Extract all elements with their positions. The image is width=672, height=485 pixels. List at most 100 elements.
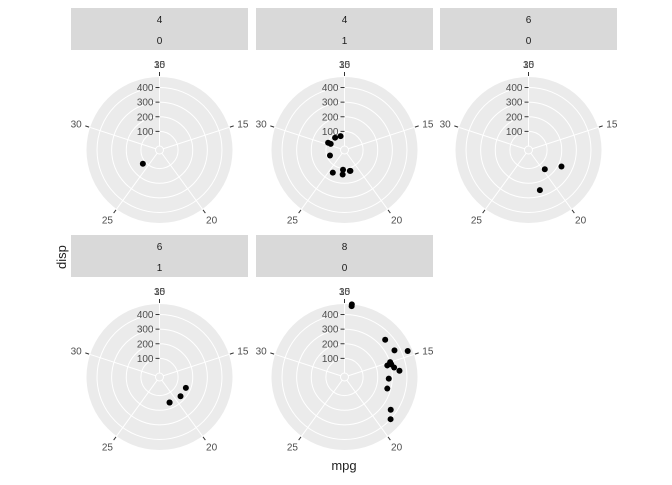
theta-axis-tick <box>114 210 116 213</box>
theta-axis-tick <box>415 353 419 354</box>
facet-strip-label: 0 <box>342 263 348 274</box>
theta-axis-tick-label: 20 <box>391 216 403 227</box>
theta-axis-tick-label: 30 <box>256 119 268 130</box>
theta-axis-tick-label: 20 <box>206 443 218 454</box>
facet-strip-label: 1 <box>157 263 163 274</box>
theta-axis-tick-label: 35 <box>339 60 351 71</box>
theta-axis-tick-label: 25 <box>287 216 299 227</box>
facet-strip-label: 6 <box>157 242 163 253</box>
data-point <box>388 407 394 413</box>
data-point <box>178 393 184 399</box>
theta-axis-tick-label: 20 <box>391 443 403 454</box>
theta-axis-tick-label: 25 <box>102 443 114 454</box>
facet-strip-label: 6 <box>526 15 532 26</box>
r-axis-tick-label: 100 <box>137 127 154 138</box>
theta-axis-tick-label: 15 <box>237 119 249 130</box>
theta-axis-tick <box>85 353 89 354</box>
data-point <box>391 347 397 353</box>
data-point <box>558 164 564 170</box>
theta-axis-tick-label: 25 <box>287 443 299 454</box>
theta-axis-tick-label: 20 <box>575 216 587 227</box>
theta-axis-tick <box>85 126 89 127</box>
theta-axis-tick-label: 30 <box>440 119 452 130</box>
facet-strip-label: 4 <box>342 15 348 26</box>
r-axis-tick-label: 400 <box>322 83 339 94</box>
r-axis-tick-label: 300 <box>322 98 339 109</box>
data-point <box>347 168 353 174</box>
data-point <box>382 337 388 343</box>
theta-axis-tick <box>388 437 390 440</box>
r-axis-tick-label: 100 <box>322 354 339 365</box>
data-point <box>349 303 355 309</box>
theta-axis-tick <box>270 126 274 127</box>
theta-axis-tick-label: 35 <box>339 287 351 298</box>
theta-axis-tick <box>572 210 574 213</box>
theta-axis-tick-label: 30 <box>71 119 83 130</box>
theta-axis-tick <box>483 210 485 213</box>
r-axis-tick-label: 300 <box>137 325 154 336</box>
facet-strip-label: 1 <box>342 36 348 47</box>
data-point <box>325 140 331 146</box>
data-point <box>332 135 338 141</box>
theta-axis-tick <box>270 353 274 354</box>
data-point <box>387 359 393 365</box>
theta-axis-tick <box>203 437 205 440</box>
data-point <box>330 170 336 176</box>
data-point <box>327 153 333 159</box>
facet-strip-label: 0 <box>157 36 163 47</box>
theta-axis-tick-label: 30 <box>256 346 268 357</box>
theta-axis-tick <box>388 210 390 213</box>
theta-axis-tick <box>454 126 458 127</box>
theta-axis-tick <box>203 210 205 213</box>
data-point <box>183 385 189 391</box>
r-axis-tick-label: 300 <box>137 98 154 109</box>
data-point <box>537 187 543 193</box>
theta-axis-tick-label: 15 <box>422 346 434 357</box>
r-axis-tick-label: 200 <box>506 112 523 123</box>
theta-axis-tick <box>230 126 234 127</box>
r-axis-tick-label: 300 <box>322 325 339 336</box>
r-axis-tick-label: 200 <box>137 339 154 350</box>
data-point <box>542 166 548 172</box>
theta-axis-tick-label: 30 <box>71 346 83 357</box>
r-axis-tick-label: 200 <box>137 112 154 123</box>
y-axis-title: disp <box>54 245 69 269</box>
r-axis-tick-label: 100 <box>137 354 154 365</box>
theta-axis-tick-label: 15 <box>237 346 249 357</box>
data-point <box>340 172 346 178</box>
data-point <box>405 348 411 354</box>
theta-axis-tick-label: 25 <box>102 216 114 227</box>
data-point <box>388 416 394 422</box>
data-point <box>386 376 392 382</box>
data-point <box>140 161 146 167</box>
theta-axis-tick <box>599 126 603 127</box>
theta-axis-tick <box>415 126 419 127</box>
r-axis-tick-label: 400 <box>137 83 154 94</box>
theta-axis-tick-label: 25 <box>471 216 483 227</box>
theta-axis-tick-label: 35 <box>154 60 166 71</box>
r-axis-tick-label: 300 <box>506 98 523 109</box>
facet-strip-label: 8 <box>342 242 348 253</box>
theta-axis-tick-label: 35 <box>523 60 535 71</box>
facet-strip-label: 4 <box>157 15 163 26</box>
data-point <box>338 133 344 139</box>
r-axis-tick-label: 200 <box>322 339 339 350</box>
theta-axis-tick <box>114 437 116 440</box>
r-axis-tick-label: 400 <box>137 310 154 321</box>
theta-axis-tick-label: 15 <box>422 119 434 130</box>
r-axis-tick-label: 100 <box>506 127 523 138</box>
r-axis-tick-label: 400 <box>322 310 339 321</box>
x-axis-title: mpg <box>331 458 356 473</box>
r-axis-tick-label: 400 <box>506 83 523 94</box>
facet-strip-label: 0 <box>526 36 532 47</box>
data-point <box>167 399 173 405</box>
theta-axis-tick-label: 35 <box>154 287 166 298</box>
data-point <box>396 368 402 374</box>
